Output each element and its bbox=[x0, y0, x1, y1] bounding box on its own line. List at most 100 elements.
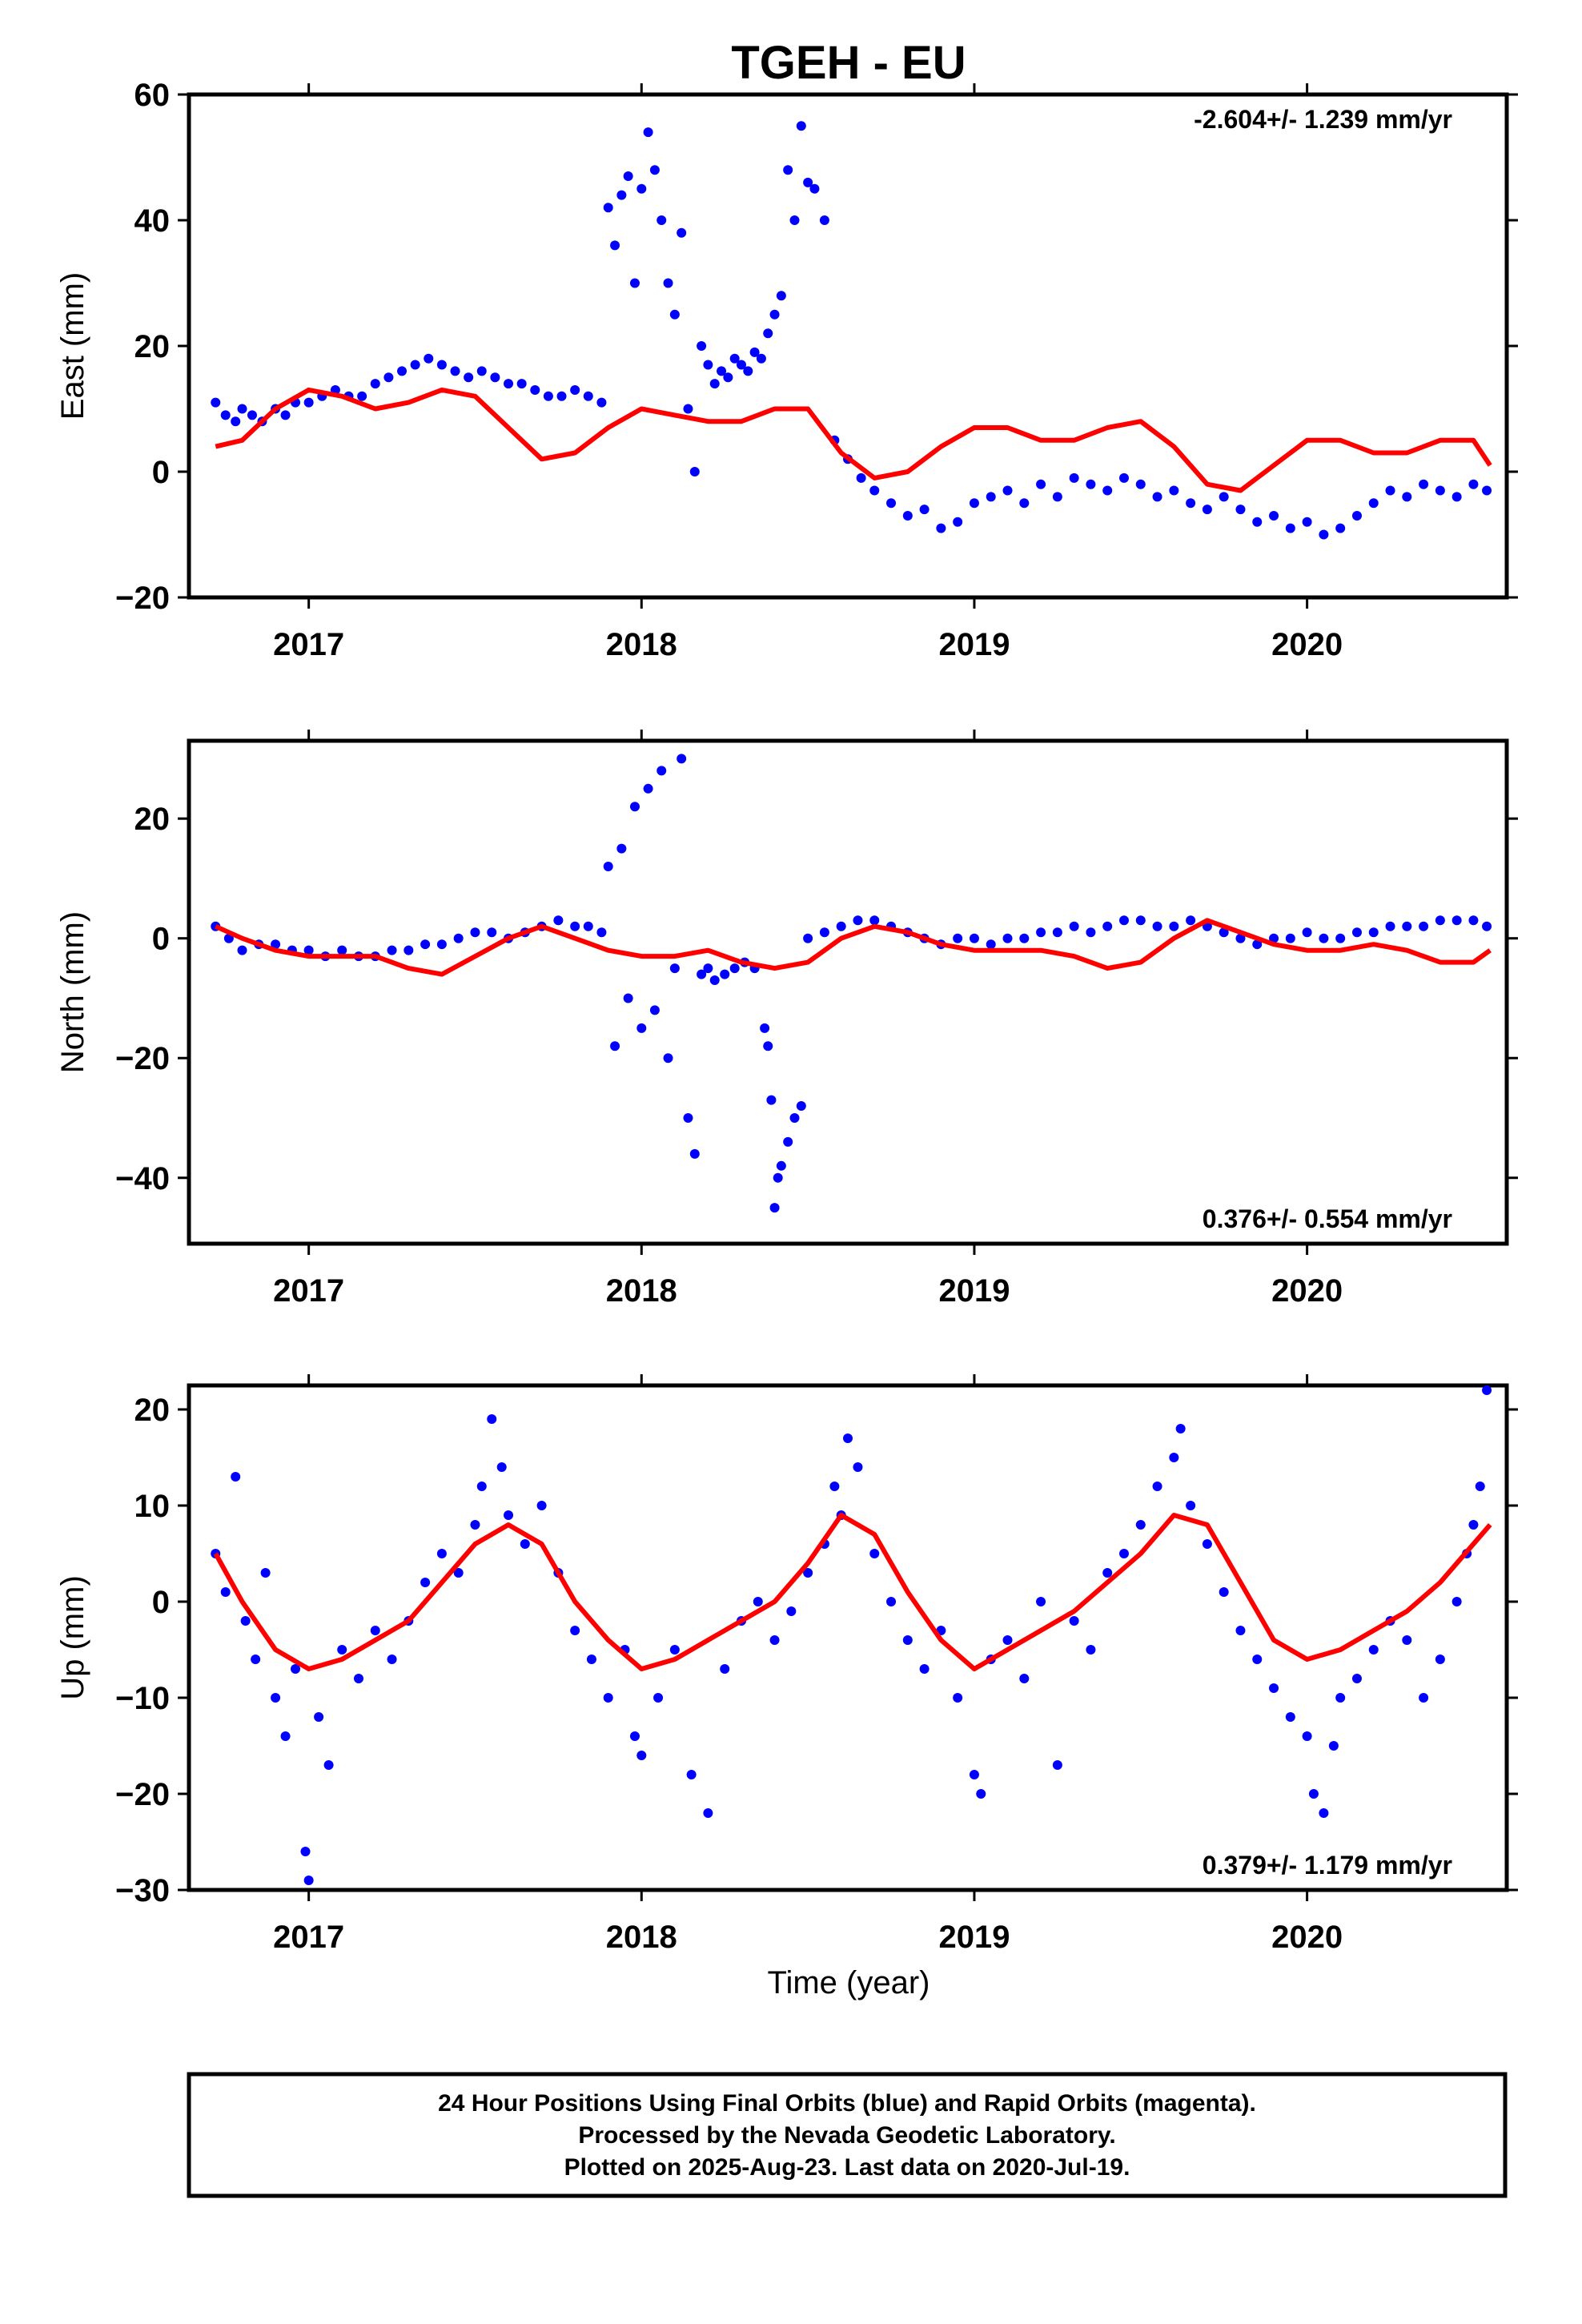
data-point bbox=[1368, 498, 1379, 509]
data-point bbox=[586, 1655, 596, 1664]
data-point bbox=[629, 1731, 640, 1741]
data-point bbox=[570, 384, 580, 395]
data-point bbox=[616, 190, 627, 200]
data-point bbox=[769, 1635, 780, 1645]
up-panel: −30 −20 −10 0 10 20 2017 2018 2019 2020 Up (mm) 0.3… bbox=[55, 1374, 1518, 1955]
data-point bbox=[596, 927, 607, 938]
data-point bbox=[1152, 492, 1162, 502]
data-points bbox=[211, 121, 1492, 540]
data-point bbox=[669, 1645, 680, 1655]
data-point bbox=[504, 379, 514, 389]
data-point bbox=[231, 416, 241, 427]
data-point bbox=[1052, 927, 1062, 938]
data-point bbox=[240, 1616, 251, 1626]
data-point bbox=[677, 754, 687, 764]
data-point bbox=[1219, 927, 1229, 938]
data-point bbox=[1252, 939, 1263, 950]
data-point bbox=[649, 1005, 660, 1015]
data-point bbox=[1368, 927, 1379, 938]
data-point bbox=[1175, 1424, 1186, 1433]
data-point bbox=[420, 1578, 431, 1587]
data-point bbox=[919, 505, 930, 515]
data-point bbox=[986, 939, 996, 950]
data-point bbox=[843, 1433, 853, 1443]
data-point bbox=[424, 353, 434, 364]
data-point bbox=[697, 969, 707, 979]
data-point bbox=[689, 467, 700, 476]
data-point bbox=[436, 360, 447, 370]
data-point bbox=[766, 1095, 777, 1105]
y-tick-label: 0 bbox=[152, 922, 170, 957]
north-panel: −40 −20 0 20 2017 2018 2019 2020 North (mm) 0.376… bbox=[55, 730, 1518, 1309]
data-point bbox=[370, 379, 380, 389]
data-point bbox=[353, 1674, 363, 1683]
data-point bbox=[1019, 498, 1030, 509]
data-point bbox=[1086, 1645, 1096, 1655]
data-point bbox=[1328, 1741, 1339, 1751]
data-point bbox=[487, 1414, 497, 1424]
data-point bbox=[703, 360, 713, 370]
data-point bbox=[669, 963, 680, 974]
data-point bbox=[1118, 1549, 1129, 1558]
data-point bbox=[803, 1568, 813, 1578]
data-point bbox=[410, 360, 420, 370]
data-points bbox=[211, 1385, 1492, 1885]
data-point bbox=[476, 1482, 487, 1491]
data-point bbox=[1269, 510, 1279, 521]
y-tick-label: 10 bbox=[135, 1489, 171, 1524]
data-point bbox=[1186, 1501, 1196, 1510]
data-point bbox=[783, 1136, 793, 1147]
data-point bbox=[836, 921, 846, 931]
data-point bbox=[1002, 933, 1013, 943]
data-point bbox=[1335, 523, 1346, 533]
data-point bbox=[723, 372, 733, 383]
data-point bbox=[1036, 927, 1046, 938]
data-point bbox=[291, 1664, 301, 1674]
footer-box: 24 Hour Positions Using Final Orbits (bl… bbox=[187, 2072, 1508, 2198]
data-point bbox=[636, 1023, 647, 1033]
data-point bbox=[1152, 1482, 1162, 1491]
data-point bbox=[789, 215, 800, 225]
y-tick-label: 20 bbox=[135, 1393, 171, 1428]
data-point bbox=[1452, 915, 1462, 926]
data-point bbox=[1482, 485, 1492, 496]
data-point bbox=[753, 1597, 763, 1606]
data-point bbox=[1118, 915, 1129, 926]
data-point bbox=[1036, 1597, 1046, 1606]
data-point bbox=[953, 1693, 963, 1703]
data-point bbox=[1385, 485, 1395, 496]
data-point bbox=[703, 963, 713, 974]
data-point bbox=[530, 384, 540, 395]
data-point bbox=[520, 1539, 530, 1549]
data-point bbox=[1219, 492, 1229, 502]
data-point bbox=[271, 1693, 281, 1703]
data-point bbox=[1135, 915, 1146, 926]
data-point bbox=[1468, 1520, 1479, 1530]
data-point bbox=[819, 927, 829, 938]
data-point bbox=[610, 240, 620, 251]
data-points bbox=[211, 754, 1492, 1213]
data-point bbox=[783, 165, 793, 175]
data-point bbox=[450, 366, 460, 376]
data-point bbox=[803, 933, 813, 943]
y-tick-label: 40 bbox=[135, 203, 171, 239]
data-point bbox=[776, 291, 786, 301]
data-point bbox=[280, 410, 291, 420]
data-point bbox=[1319, 529, 1329, 540]
data-point bbox=[387, 1655, 397, 1664]
y-tick-label: 20 bbox=[135, 329, 171, 364]
footer-frame bbox=[187, 2072, 1508, 2198]
data-point bbox=[1302, 1731, 1312, 1741]
data-point bbox=[886, 498, 897, 509]
data-point bbox=[953, 933, 963, 943]
data-point bbox=[796, 1101, 806, 1112]
data-point bbox=[453, 933, 464, 943]
data-point bbox=[1202, 505, 1212, 515]
data-point bbox=[1435, 915, 1445, 926]
data-point bbox=[553, 915, 564, 926]
data-point bbox=[969, 1770, 979, 1779]
data-point bbox=[683, 404, 693, 414]
data-point bbox=[436, 1549, 447, 1558]
data-point bbox=[869, 915, 880, 926]
